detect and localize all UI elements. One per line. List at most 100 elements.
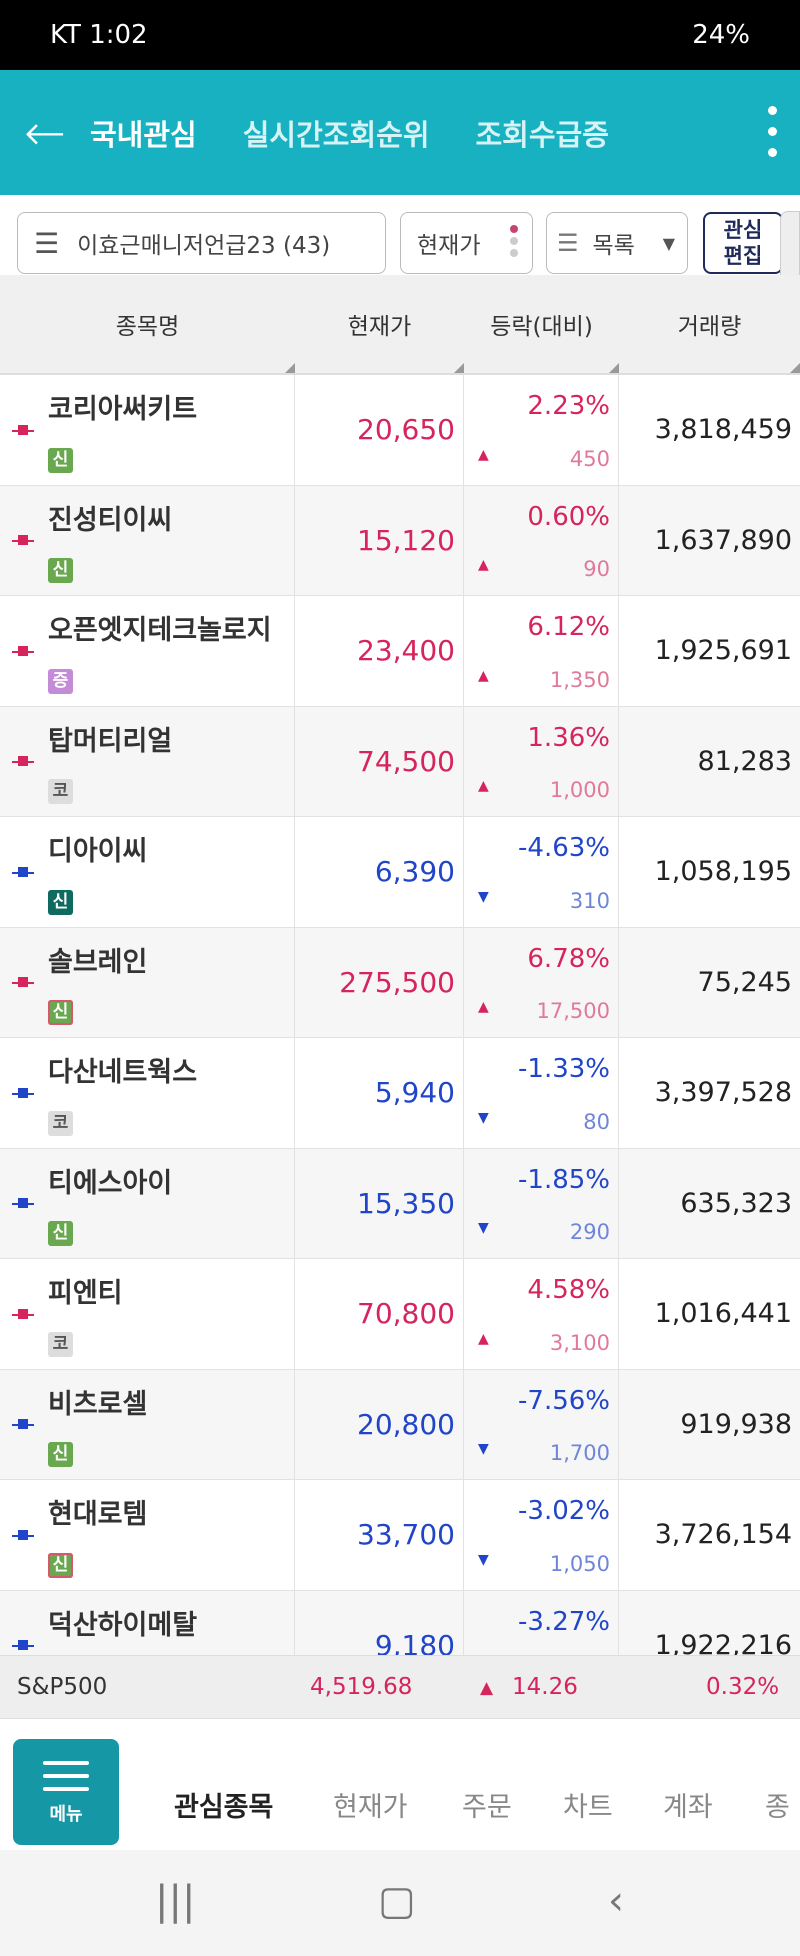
nav-account[interactable]: 계좌	[663, 1792, 713, 1823]
more-options-icon[interactable]	[768, 106, 778, 169]
price-cell: 9,180	[295, 1590, 464, 1655]
bottom-nav: 메뉴 관심종목 현재가 주문 차트 계좌 종	[0, 1718, 800, 1850]
up-triangle-icon: ▲	[480, 1678, 494, 1698]
side-panel-handle[interactable]	[780, 211, 800, 283]
back-arrow-icon[interactable]: ←	[24, 103, 66, 162]
col-price[interactable]: 현재가	[295, 275, 464, 373]
stock-row[interactable]: 탑머티리얼 코 74,500 1.36% ▲ 1,000 81,283	[0, 706, 800, 817]
chevron-down-icon: ▼	[662, 233, 675, 253]
recents-icon[interactable]: |||	[155, 1878, 196, 1924]
stock-name: 비츠로셀	[48, 1388, 148, 1420]
system-back-icon[interactable]: ‹	[608, 1878, 624, 1924]
up-triangle-icon: ▲	[478, 667, 489, 684]
index-value: 4,519.68	[310, 1674, 413, 1700]
stock-row[interactable]: 코리아써키트 신 20,650 2.23% ▲ 450 3,818,459	[0, 375, 800, 486]
stock-row[interactable]: 디아이씨 신 6,390 -4.63% ▼ 310 1,058,195	[0, 817, 800, 928]
stock-row[interactable]: 티에스아이 신 15,350 -1.85% ▼ 290 635,323	[0, 1148, 800, 1259]
market-badge: 신	[48, 1552, 73, 1578]
edit-label-2: 편집	[723, 244, 763, 268]
price-cell: 275,500	[295, 927, 464, 1037]
candle-icon	[12, 424, 34, 435]
change-amount: 90	[583, 557, 610, 581]
stock-row[interactable]: 다산네트웍스 코 5,940 -1.33% ▼ 80 3,397,528	[0, 1038, 800, 1149]
tab-view-surge[interactable]: 조회수급증	[475, 117, 609, 152]
name-cell: 코리아써키트 신	[0, 375, 295, 485]
col-name[interactable]: 종목명	[0, 275, 295, 373]
change-cell: 4.58% ▲ 3,100	[464, 1259, 619, 1369]
change-cell: -1.33% ▼ 80	[464, 1038, 619, 1148]
edit-watchlist-button[interactable]: 관심 편집	[703, 212, 783, 274]
change-pct: -1.85%	[518, 1164, 610, 1195]
volume-cell: 3,397,528	[654, 1077, 792, 1109]
price-cell: 33,700	[295, 1480, 464, 1590]
candle-icon	[12, 1419, 34, 1430]
name-cell: 피엔티 코	[0, 1259, 295, 1369]
change-amount: 310	[569, 888, 610, 913]
down-triangle-icon: ▼	[478, 1220, 489, 1236]
volume-cell: 1,637,890	[654, 524, 792, 556]
candle-icon	[12, 1198, 34, 1209]
change-amount: 1,700	[549, 1441, 610, 1465]
nav-chart[interactable]: 차트	[563, 1792, 613, 1823]
index-ticker[interactable]: S&P500 4,519.68 ▲ 14.26 0.32%	[0, 1655, 800, 1718]
down-triangle-icon: ▼	[478, 1551, 489, 1568]
stock-list[interactable]: 코리아써키트 신 20,650 2.23% ▲ 450 3,818,459 진성…	[0, 375, 800, 1655]
nav-order[interactable]: 주문	[462, 1792, 512, 1823]
nav-more[interactable]: 종	[765, 1792, 790, 1823]
home-icon[interactable]: ▢	[378, 1878, 416, 1924]
up-triangle-icon: ▲	[478, 778, 489, 794]
nav-watchlist[interactable]: 관심종목	[174, 1792, 274, 1823]
change-pct: 4.58%	[527, 1275, 610, 1305]
stock-name: 현대로템	[48, 1499, 148, 1530]
stock-row[interactable]: 비츠로셀 신 20,800 -7.56% ▼ 1,700 919,938	[0, 1369, 800, 1480]
tab-realtime-ranking[interactable]: 실시간조회순위	[242, 117, 430, 152]
change-pct: 6.12%	[527, 612, 610, 642]
stock-row[interactable]: 진성티이씨 신 15,120 0.60% ▲ 90 1,637,890	[0, 485, 800, 596]
change-pct: -7.56%	[518, 1385, 610, 1416]
menu-button[interactable]: 메뉴	[13, 1739, 119, 1845]
change-amount: 1,050	[549, 1551, 610, 1576]
name-cell: 탑머티리얼 코	[0, 706, 295, 816]
change-amount: 1,350	[549, 667, 610, 692]
table-header: 종목명 현재가 등락(대비) 거래량	[0, 275, 800, 375]
market-badge: 코	[48, 1110, 73, 1136]
volume-cell: 1,925,691	[654, 635, 792, 667]
volume-cell: 81,283	[697, 745, 792, 777]
change-cell: -7.56% ▼ 1,700	[464, 1369, 619, 1479]
change-pct: 6.78%	[527, 943, 610, 974]
col-volume[interactable]: 거래량	[619, 275, 800, 373]
price-cell: 5,940	[295, 1038, 464, 1148]
group-selector[interactable]: ☰ 이효근매니저언급23 (43)	[17, 212, 386, 274]
stock-row[interactable]: 피엔티 코 70,800 4.58% ▲ 3,100 1,016,441	[0, 1259, 800, 1370]
change-cell: 0.60% ▲ 90	[464, 485, 619, 595]
group-label: 이효근매니저언급23 (43)	[77, 233, 331, 259]
down-triangle-icon: ▼	[478, 1109, 489, 1126]
stock-row[interactable]: 덕산하이메탈 9,180 -3.27% 1,922,216	[0, 1590, 800, 1655]
name-cell: 진성티이씨 신	[0, 485, 295, 595]
stock-row[interactable]: 현대로템 신 33,700 -3.02% ▼ 1,050 3,726,154	[0, 1480, 800, 1591]
name-cell: 오픈엣지테크놀로지 증	[0, 596, 295, 706]
stock-row[interactable]: 솔브레인 신 275,500 6.78% ▲ 17,500 75,245	[0, 927, 800, 1038]
candle-icon	[12, 535, 34, 546]
name-cell: 현대로템 신	[0, 1480, 295, 1590]
index-name: S&P500	[17, 1674, 108, 1700]
stock-name: 진성티이씨	[48, 504, 173, 536]
down-triangle-icon: ▼	[478, 888, 489, 905]
change-cell: 6.78% ▲ 17,500	[464, 927, 619, 1037]
view-mode-dropdown[interactable]: ☰ 목록 ▼	[546, 212, 688, 274]
change-amount: 1,000	[549, 778, 610, 802]
candle-icon	[12, 1529, 34, 1540]
col-change[interactable]: 등락(대비)	[464, 275, 619, 373]
sort-selector[interactable]: 현재가	[400, 212, 533, 274]
change-amount: 80	[583, 1109, 610, 1134]
candle-icon	[12, 645, 34, 656]
stock-name: 디아이씨	[48, 836, 148, 867]
price-cell: 15,120	[295, 485, 464, 595]
candle-icon	[12, 866, 34, 877]
market-badge: 신	[48, 1000, 73, 1025]
nav-price[interactable]: 현재가	[333, 1792, 408, 1823]
tab-domestic-watchlist[interactable]: 국내관심	[90, 117, 197, 152]
price-cell: 20,800	[295, 1369, 464, 1479]
stock-row[interactable]: 오픈엣지테크놀로지 증 23,400 6.12% ▲ 1,350 1,925,6…	[0, 596, 800, 707]
price-cell: 23,400	[295, 596, 464, 706]
